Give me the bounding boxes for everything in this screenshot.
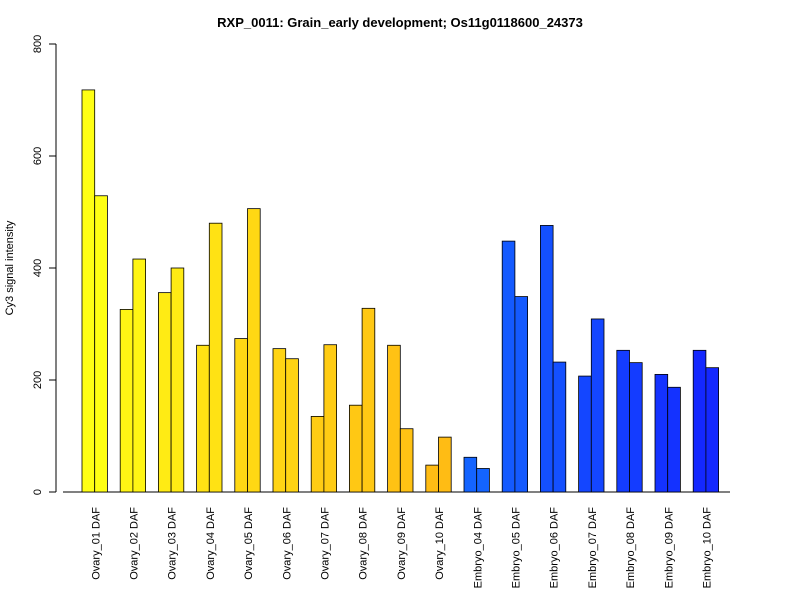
bar [285,358,299,493]
x-tick-label: Embryo_09 DAF [663,507,675,589]
x-tick-label: Ovary_04 DAF [205,507,217,580]
bar [629,362,643,493]
x-tick-label: Ovary_01 DAF [90,507,102,580]
bar [476,468,490,493]
x-tick-label: Ovary_09 DAF [396,507,408,580]
bar [616,349,630,493]
x-tick-label: Embryo_08 DAF [625,507,637,589]
y-tick-label: 200 [32,371,44,389]
bar [514,296,529,493]
bar [399,428,414,493]
x-tick-label: Embryo_05 DAF [511,507,523,589]
bar [463,456,478,493]
bars [81,89,720,493]
x-tick-label: Ovary_02 DAF [129,507,141,580]
x-tick-label: Embryo_04 DAF [472,507,484,589]
bar [196,344,210,493]
y-tick-label: 0 [32,489,44,495]
y-tick-label: 800 [32,35,44,53]
x-tick-label: Embryo_07 DAF [587,507,599,589]
y-axis-label: Cy3 signal intensity [4,220,16,315]
x-tick-label: Ovary_07 DAF [320,507,332,580]
bar [208,222,223,493]
x-tick-label: Ovary_06 DAF [281,507,293,580]
x-tick-label: Embryo_10 DAF [702,507,714,589]
y-tick-label: 600 [32,147,44,165]
chart-title: RXP_0011: Grain_early development; Os11g… [217,15,583,30]
x-tick-labels: Ovary_01 DAF Ovary_02 DAF Ovary_03 DAF Ovar… [90,507,713,589]
bar [157,292,172,493]
bar [119,309,134,493]
bar [81,89,96,493]
x-tick-label: Ovary_05 DAF [243,507,255,580]
bar [323,344,337,493]
bar [94,195,108,493]
bar [348,404,363,493]
bar [310,415,325,493]
y-axis: 0 200 400 600 800 [32,35,57,495]
bar [132,258,146,493]
bar [540,225,554,493]
bar [234,338,248,493]
bar [247,208,261,493]
y-tick-label: 400 [32,259,44,277]
x-tick-label: Ovary_08 DAF [358,507,370,580]
x-tick-label: Ovary_03 DAF [167,507,179,580]
bar [272,348,287,493]
bar [387,344,401,493]
x-tick-label: Ovary_10 DAF [434,507,446,580]
bar [705,367,720,493]
bar [667,386,681,493]
bar [654,373,669,493]
bar [590,318,605,493]
bar [552,361,567,493]
bar [438,436,452,493]
x-tick-label: Embryo_06 DAF [549,507,561,589]
bar [170,267,185,493]
bar [501,240,516,493]
bar [425,464,439,493]
bar [692,349,707,493]
bar [361,307,376,493]
bar [578,375,592,493]
